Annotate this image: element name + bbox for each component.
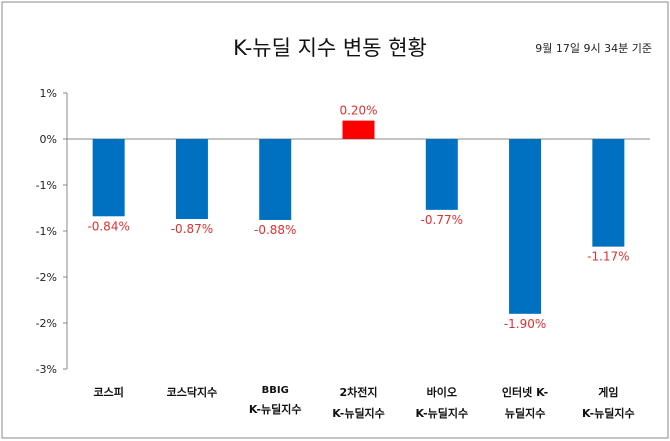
data-label: -1.90% <box>504 317 546 331</box>
category-label: 2차전지 <box>339 385 377 399</box>
bar <box>509 139 542 314</box>
category-label: 코스닥지수 <box>167 385 218 399</box>
data-label: -0.87% <box>171 222 213 236</box>
y-tick-label: 1% <box>40 87 57 100</box>
data-label: -0.84% <box>87 219 129 233</box>
y-tick-label: -2% <box>36 317 57 330</box>
y-tick-label: 0% <box>40 133 57 146</box>
y-tick-label: -1% <box>36 225 57 238</box>
category-label: K-뉴딜지수 <box>415 406 468 420</box>
y-tick-label: -3% <box>36 363 57 376</box>
data-label: -1.17% <box>587 250 629 264</box>
bar <box>175 139 208 220</box>
bar <box>92 139 125 217</box>
bar <box>425 139 458 210</box>
category-label: K-뉴딜지수 <box>582 406 635 420</box>
y-tick-label: -2% <box>36 271 57 284</box>
category-label: K-뉴딜지수 <box>249 402 302 416</box>
data-label: 0.20% <box>339 104 377 118</box>
chart-title: K-뉴딜 지수 변동 현황 <box>233 36 427 60</box>
category-label: 뉴딜지수 <box>505 406 545 420</box>
category-label: 인터넷 K- <box>502 385 548 399</box>
category-label: 게임 <box>598 385 618 399</box>
category-label: 코스피 <box>93 385 123 399</box>
bar <box>342 120 375 139</box>
data-label: -0.77% <box>421 213 463 227</box>
category-label: 바이오 <box>427 385 457 399</box>
y-tick-label: -1% <box>36 179 57 192</box>
chart-subtitle: 9월 17일 9시 34분 기준 <box>535 41 652 55</box>
category-label: K-뉴딜지수 <box>332 406 385 420</box>
data-label: -0.88% <box>254 223 296 237</box>
bar <box>259 139 292 220</box>
category-label: BBIG <box>262 385 289 396</box>
bar <box>592 139 625 247</box>
